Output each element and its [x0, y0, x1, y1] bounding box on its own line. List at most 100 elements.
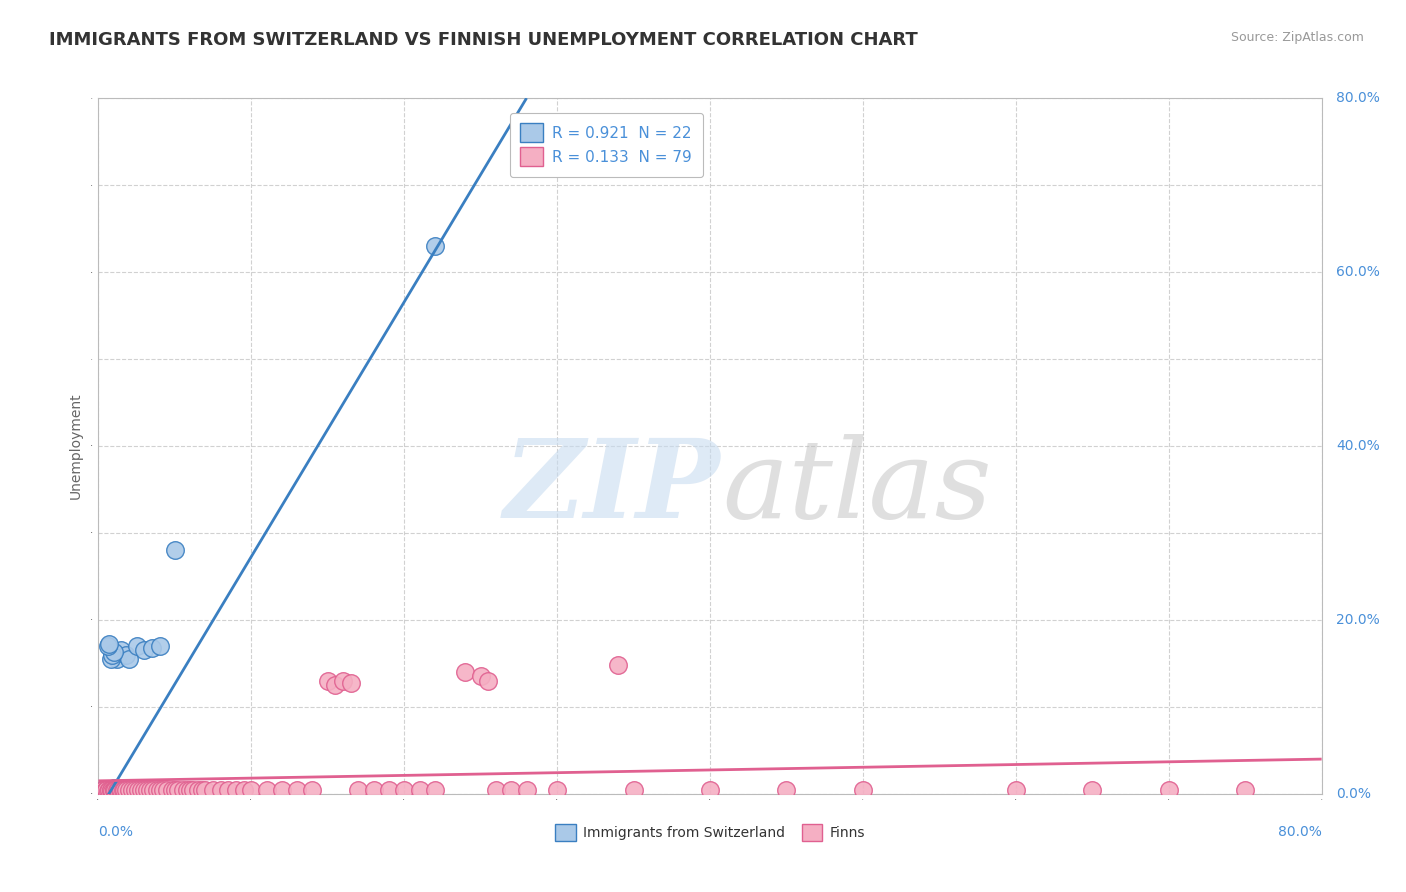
Point [121, 782, 143, 797]
Point [546, 782, 568, 797]
Text: Source: ZipAtlas.com: Source: ZipAtlas.com [1230, 31, 1364, 45]
Point [134, 782, 156, 797]
Point [852, 783, 875, 797]
Point [454, 665, 477, 680]
Point [225, 783, 247, 797]
Point [270, 783, 292, 797]
Point [125, 639, 148, 653]
Point [301, 783, 323, 797]
Point [217, 782, 239, 797]
Point [191, 782, 214, 797]
Point [98, 783, 121, 797]
Point [107, 783, 129, 797]
Point [179, 783, 201, 797]
Point [105, 782, 128, 797]
Text: 0.0%: 0.0% [98, 825, 134, 839]
Point [332, 673, 354, 688]
Point [378, 783, 401, 797]
Point [94, 782, 117, 797]
Point [91, 782, 114, 797]
Point [110, 783, 132, 797]
Point [194, 783, 217, 797]
Point [1081, 782, 1104, 797]
Point [501, 782, 523, 797]
Text: 80.0%: 80.0% [1336, 91, 1381, 105]
Point [115, 648, 138, 662]
Point [163, 783, 186, 797]
Point [149, 639, 172, 653]
Point [408, 783, 430, 797]
Text: 0.0%: 0.0% [1336, 787, 1371, 801]
Point [316, 673, 339, 688]
Point [118, 783, 141, 797]
Point [103, 645, 125, 659]
Point [607, 658, 630, 673]
Point [100, 782, 122, 797]
Text: 40.0%: 40.0% [1336, 439, 1381, 453]
Text: atlas: atlas [723, 434, 991, 541]
Point [110, 643, 132, 657]
Point [129, 783, 152, 797]
Point [392, 782, 416, 797]
Text: 20.0%: 20.0% [1336, 613, 1381, 627]
Point [1234, 782, 1257, 797]
Point [98, 637, 121, 651]
Point [145, 782, 167, 797]
Point [139, 782, 162, 797]
Point [101, 648, 124, 662]
Point [108, 782, 131, 797]
Point [485, 783, 508, 797]
Point [423, 239, 446, 253]
Point [202, 782, 225, 797]
Point [339, 675, 361, 690]
Point [256, 782, 278, 797]
Point [118, 652, 141, 666]
Point [101, 784, 124, 798]
Point [477, 673, 499, 688]
Point [111, 782, 134, 797]
Point [141, 640, 163, 655]
Point [775, 782, 797, 797]
Point [176, 782, 198, 797]
Point [136, 783, 159, 797]
Point [124, 783, 146, 797]
Text: 60.0%: 60.0% [1336, 265, 1381, 279]
Point [623, 782, 645, 797]
Point [1004, 783, 1026, 797]
Text: ZIP: ZIP [503, 434, 720, 541]
Point [163, 543, 186, 558]
Y-axis label: Unemployment: Unemployment [69, 392, 83, 500]
Text: 80.0%: 80.0% [1278, 825, 1322, 839]
Point [209, 783, 232, 797]
Point [325, 678, 347, 692]
Point [103, 782, 125, 797]
Point [167, 782, 190, 797]
Point [152, 782, 174, 797]
Point [97, 784, 120, 798]
Text: IMMIGRANTS FROM SWITZERLAND VS FINNISH UNEMPLOYMENT CORRELATION CHART: IMMIGRANTS FROM SWITZERLAND VS FINNISH U… [49, 31, 918, 49]
Point [98, 783, 121, 797]
Point [93, 784, 115, 798]
Point [285, 782, 308, 797]
Point [97, 784, 120, 798]
Point [93, 784, 115, 798]
Point [104, 783, 127, 797]
Point [232, 782, 254, 797]
Point [97, 639, 120, 653]
Point [172, 783, 194, 797]
Point [115, 782, 138, 797]
Point [94, 783, 117, 797]
Point [1157, 783, 1180, 797]
Point [470, 669, 492, 683]
Point [100, 652, 122, 666]
Point [149, 783, 172, 797]
Point [363, 782, 385, 797]
Point [516, 783, 538, 797]
Point [105, 652, 128, 666]
Point [160, 782, 183, 797]
Point [134, 643, 156, 657]
Point [142, 783, 165, 797]
Point [112, 783, 135, 797]
Point [699, 783, 721, 797]
Point [100, 782, 122, 797]
